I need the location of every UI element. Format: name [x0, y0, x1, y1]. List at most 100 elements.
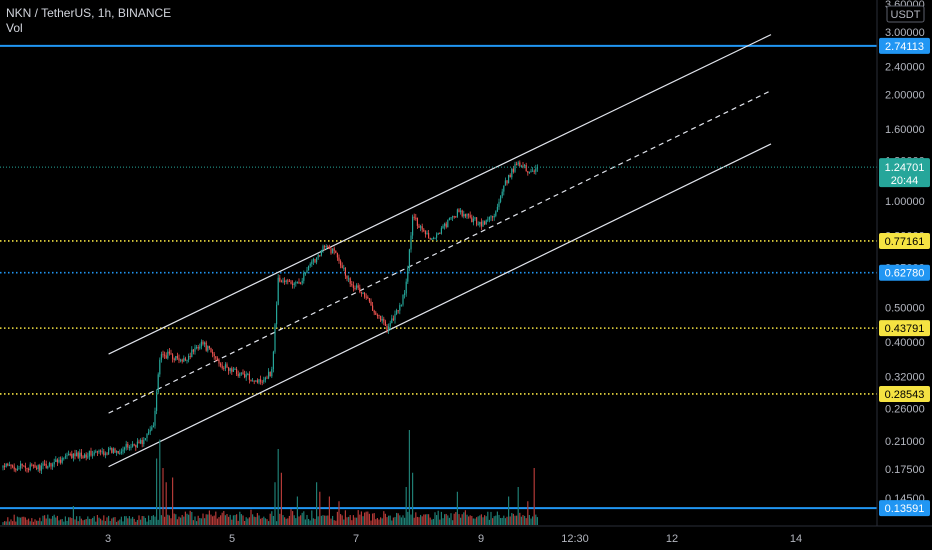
candle-body	[512, 168, 514, 172]
candle-body	[232, 369, 234, 372]
volume-bar	[87, 516, 89, 525]
candle-body	[448, 218, 450, 220]
candle-body	[423, 229, 425, 232]
parallel-channel[interactable]	[108, 34, 772, 468]
candle-body	[410, 235, 412, 250]
volume-bar	[356, 517, 358, 525]
volume-bar	[170, 518, 172, 525]
candle-body	[26, 468, 28, 470]
volume-bar	[317, 516, 319, 525]
candle-body	[276, 304, 278, 325]
candle-body	[192, 349, 194, 352]
volume-bar	[199, 518, 201, 525]
currency-badge[interactable]: USDT	[886, 5, 925, 23]
volume-bar	[5, 521, 7, 525]
last-price-tag	[879, 158, 930, 188]
candle-body	[264, 377, 266, 380]
volume-bar	[346, 517, 348, 525]
volume-bar	[122, 521, 124, 525]
candle-body	[109, 447, 111, 449]
level-price-tag	[879, 500, 930, 517]
volume-bar	[287, 518, 289, 525]
candle-body	[328, 247, 330, 249]
volume-bar	[458, 514, 460, 525]
volume-bar	[53, 514, 55, 525]
candlestick-series	[2, 160, 538, 474]
candle-body	[480, 221, 482, 227]
candle-body	[20, 463, 22, 469]
candle-body	[370, 301, 372, 306]
volume-bar	[45, 518, 47, 525]
volume-bar	[104, 521, 106, 525]
volume-bar	[180, 517, 182, 525]
volume-bar	[532, 516, 534, 525]
volume-bar	[487, 511, 489, 525]
candle-body	[53, 461, 55, 465]
candle-body	[378, 314, 380, 316]
volume-bar	[154, 516, 156, 525]
volume-bar	[197, 515, 199, 525]
candle-body	[354, 288, 356, 290]
volume-bar	[519, 512, 521, 525]
candle-body	[200, 341, 202, 347]
volume-bar	[293, 515, 295, 525]
volume-bar	[383, 511, 385, 525]
level-price-labels: 2.74113 0.77161 0.62780 0.43791 0.28543 0.135…	[879, 37, 930, 517]
candle-body	[325, 246, 327, 248]
candle-body	[346, 275, 348, 279]
candle-body	[194, 347, 196, 352]
symbol-title[interactable]: NKN / TetherUS, 1h, BINANCE	[6, 6, 172, 20]
volume-bar	[160, 515, 162, 525]
candle-body	[224, 364, 226, 369]
candle-body	[162, 354, 164, 356]
volume-indicator-label[interactable]: Vol	[6, 21, 23, 35]
volume-bar	[183, 516, 185, 525]
candle-body	[336, 252, 338, 258]
volume-bar	[52, 516, 54, 525]
volume-bar	[410, 514, 412, 525]
volume-bar	[79, 516, 81, 525]
time-axis[interactable]	[0, 526, 932, 550]
candle-body	[383, 318, 385, 322]
candle-body	[416, 217, 418, 226]
candle-body	[133, 444, 135, 446]
volume-bar	[124, 516, 126, 525]
price-tick-label: 0.50000	[885, 303, 925, 315]
volume-bar	[136, 519, 138, 525]
level-price-text: 0.43791	[885, 323, 925, 335]
candle-body	[183, 358, 185, 362]
volume-bar	[277, 449, 279, 525]
volume-bar	[76, 516, 78, 525]
volume-bar	[420, 514, 422, 525]
price-axis[interactable]	[877, 0, 932, 526]
candle-body	[432, 238, 434, 240]
time-tick-label: 12	[666, 533, 678, 545]
price-tick-label: 2.40000	[885, 61, 925, 73]
candle-body	[106, 453, 108, 455]
volume-bar	[120, 516, 122, 525]
volume-bar	[508, 496, 510, 525]
volume-bar	[396, 512, 398, 525]
volume-bar	[397, 513, 399, 525]
candle-body	[223, 368, 225, 370]
candle-body	[5, 463, 7, 467]
volume-bar	[284, 517, 286, 525]
candle-body	[90, 450, 92, 456]
candle-body	[210, 347, 212, 353]
volume-bar	[248, 517, 250, 525]
volume-bar	[333, 520, 335, 525]
volume-bar	[378, 519, 380, 525]
volume-bar	[344, 510, 346, 525]
volume-bar	[114, 517, 116, 525]
volume-bar	[503, 515, 505, 525]
candle-body	[447, 219, 449, 228]
volume-bar	[191, 511, 193, 525]
candle-body	[37, 465, 39, 469]
volume-bar	[327, 515, 329, 525]
volume-bar	[223, 511, 225, 525]
candle-body	[381, 318, 383, 321]
currency-badge-text: USDT	[891, 9, 921, 21]
volume-bar	[295, 518, 297, 525]
